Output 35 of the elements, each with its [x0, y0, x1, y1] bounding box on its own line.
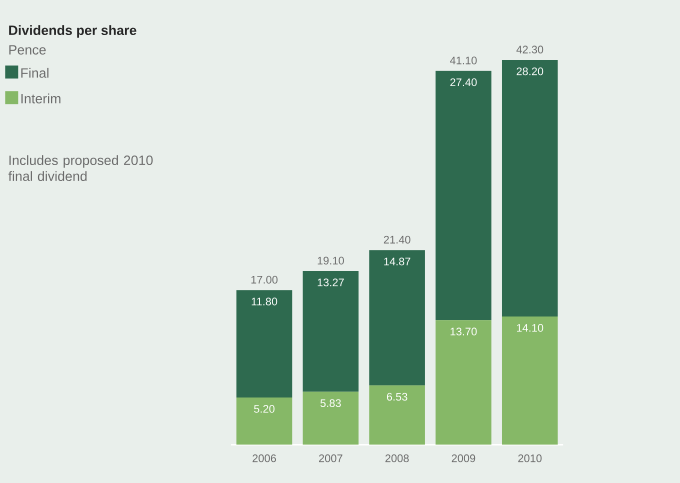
x-tick-label: 2008 [385, 454, 409, 462]
text: Dividends per share [9, 25, 136, 38]
x-tick-label: 2010 [518, 454, 542, 462]
bar [502, 316, 558, 445]
x-tick-label: 2007 [319, 454, 342, 462]
data-label: 14.10 [516, 324, 544, 332]
data-label: 14.87 [384, 258, 410, 266]
data-label: 27.40 [450, 78, 477, 86]
legend-label: Interim [21, 94, 60, 104]
bar [369, 250, 425, 386]
data-label: 11.80 [252, 298, 278, 306]
x-tick-label: 2006 [252, 454, 276, 462]
total-label: 19.10 [318, 256, 344, 264]
data-label: 5.20 [254, 405, 275, 413]
data-label: 5.83 [320, 399, 341, 408]
bar [436, 320, 492, 445]
text: Includes proposed 2010 final dividend [8, 155, 153, 181]
bar [302, 392, 359, 445]
total-label: 17.00 [251, 276, 278, 284]
data-label: 13.70 [450, 328, 477, 336]
x-tick-label: 2009 [452, 454, 476, 462]
data-label: 28.20 [516, 67, 544, 76]
total-label: 41.10 [450, 56, 477, 64]
bar [436, 70, 492, 320]
data-label: 13.27 [318, 278, 344, 286]
bar [369, 385, 425, 445]
text: Pence [9, 45, 46, 55]
bar [236, 290, 292, 398]
bar [302, 271, 359, 392]
bar [236, 397, 292, 445]
legend-label: Final [21, 68, 48, 78]
total-label: 42.30 [516, 46, 544, 54]
data-label: 6.53 [386, 392, 408, 401]
bar [502, 60, 558, 316]
total-label: 21.40 [384, 236, 410, 244]
